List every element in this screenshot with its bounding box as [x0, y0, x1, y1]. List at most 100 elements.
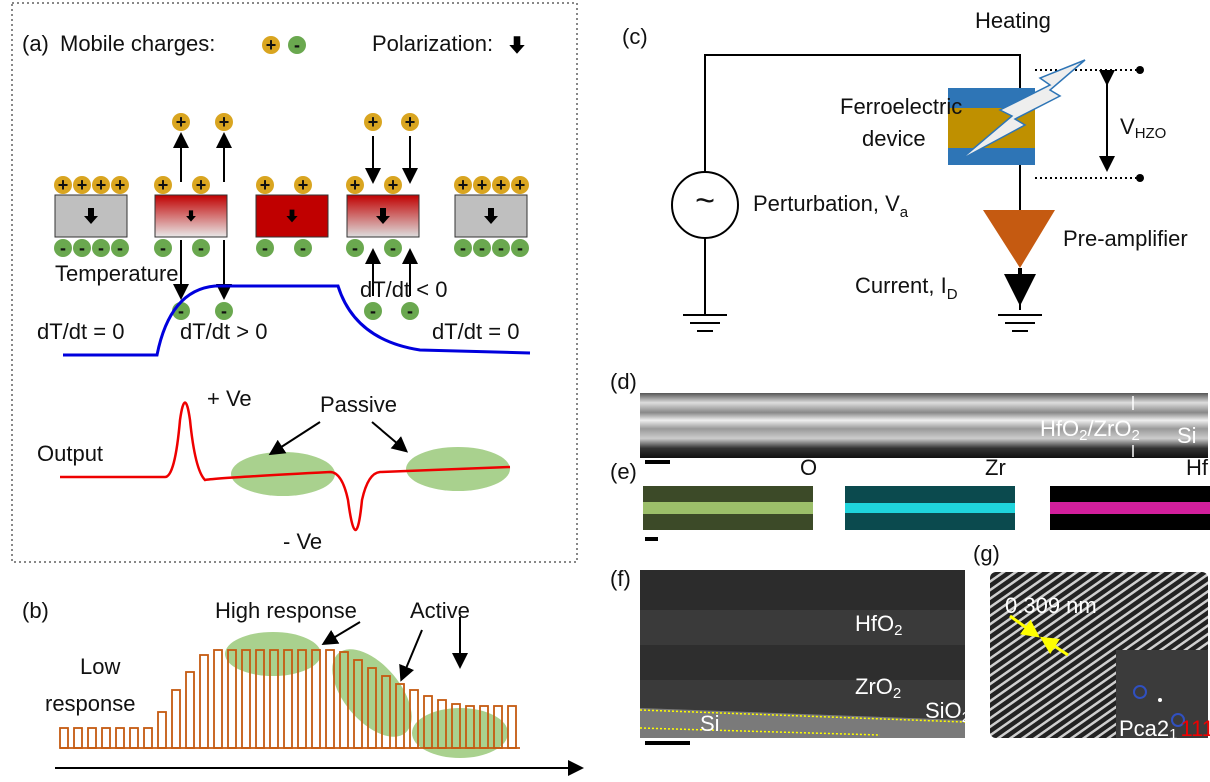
- charge-sign: +: [176, 112, 187, 132]
- eds-band: [1050, 502, 1210, 514]
- charge-sign: -: [460, 238, 466, 258]
- panel-label: (a): [22, 31, 49, 56]
- charge-sign: -: [479, 238, 485, 258]
- annotation: device: [862, 126, 926, 151]
- annotation: Passive: [320, 392, 397, 417]
- panel-label: (f): [610, 566, 631, 591]
- pulse: [102, 728, 110, 748]
- charge-sign: -: [390, 238, 396, 258]
- charge-sign: -: [198, 238, 204, 258]
- charge-sign: -: [498, 238, 504, 258]
- charge-sign: -: [407, 301, 413, 321]
- annotation: Heating: [975, 8, 1051, 33]
- panel-label: (e): [610, 459, 637, 484]
- terminal: [1136, 174, 1144, 182]
- charge-sign: +: [298, 175, 309, 195]
- charge-sign: -: [262, 238, 268, 258]
- pulse: [186, 672, 194, 748]
- peak-label: + Ve: [207, 386, 252, 411]
- element-label: O: [800, 455, 817, 480]
- charge-sign: -: [117, 238, 123, 258]
- charge-sign: +: [58, 175, 69, 195]
- charge-sign: +: [96, 175, 107, 195]
- annotation: Current, ID: [855, 273, 958, 303]
- scale-bar: [645, 741, 690, 745]
- charge-sign: -: [352, 238, 358, 258]
- fft-spot: [1158, 698, 1162, 702]
- charge-sign: -: [60, 238, 66, 258]
- charge-sign: -: [370, 301, 376, 321]
- arrow: [402, 630, 422, 678]
- image-label: Si: [700, 711, 720, 736]
- image-label: 0.309 nm: [1005, 593, 1097, 618]
- charge-sign: -: [294, 35, 300, 55]
- axis-text: Temperature: [55, 261, 179, 286]
- charge-sign: +: [77, 175, 88, 195]
- element-label: Zr: [985, 455, 1006, 480]
- annotation: Low: [80, 654, 120, 679]
- pulse: [508, 706, 516, 748]
- annotation: Ferroelectric: [840, 94, 962, 119]
- charge-sign: -: [221, 301, 227, 321]
- scale-bar: [645, 460, 670, 464]
- charge-sign: -: [517, 238, 523, 258]
- charge-sign: +: [219, 112, 230, 132]
- terminal: [1136, 66, 1144, 74]
- pulse: [214, 650, 222, 748]
- pulse: [158, 712, 166, 748]
- charge-sign: -: [160, 238, 166, 258]
- charge-sign: -: [98, 238, 104, 258]
- arrow: [372, 422, 405, 450]
- rate-label: dT/dt > 0: [180, 319, 267, 344]
- hrtem-band: [640, 645, 965, 680]
- panel-label: (g): [973, 541, 1000, 566]
- pulse: [130, 728, 138, 748]
- annotation: High response: [215, 598, 357, 623]
- charge-sign: +: [458, 175, 469, 195]
- figure: (a) Mobile charges: Polarization: +-++++…: [0, 0, 1210, 777]
- axis-text: Output: [37, 441, 103, 466]
- image-label: Pca21111: [1119, 716, 1210, 743]
- hrtem-band: [640, 570, 965, 610]
- charge-sign: -: [300, 238, 306, 258]
- charge-sign: +: [260, 175, 271, 195]
- image-label: HfO2/ZrO2: [1040, 416, 1140, 444]
- rate-label: dT/dt = 0: [432, 319, 519, 344]
- charge-sign: -: [79, 238, 85, 258]
- amplifier: [983, 210, 1055, 268]
- pulse: [116, 728, 124, 748]
- scale-bar: [645, 537, 658, 541]
- charge-sign: +: [388, 175, 399, 195]
- panel-label: (c): [622, 24, 648, 49]
- annotation: response: [45, 691, 136, 716]
- pulse: [74, 728, 82, 748]
- pulse: [200, 655, 208, 748]
- legend-text: Polarization:: [372, 31, 493, 56]
- eds-band: [643, 502, 813, 514]
- charge-sign: +: [515, 175, 526, 195]
- source-symbol: ~: [695, 182, 715, 220]
- element-label: Hf: [1186, 455, 1209, 480]
- charge-sign: +: [405, 112, 416, 132]
- arrow: [325, 622, 360, 643]
- image-label: Si: [1177, 423, 1197, 448]
- arrow: [272, 422, 320, 453]
- charge-sign: +: [115, 175, 126, 195]
- eds-band: [845, 503, 1015, 513]
- panel-label: (b): [22, 598, 49, 623]
- rate-label: dT/dt = 0: [37, 319, 124, 344]
- pulse: [144, 728, 152, 748]
- annotation: Pre-amplifier: [1063, 226, 1188, 251]
- polarization-arrow: [509, 36, 524, 54]
- charge-sign: +: [158, 175, 169, 195]
- pulse: [88, 728, 96, 748]
- pulse: [172, 690, 180, 748]
- panel-label: (d): [610, 369, 637, 394]
- charge-sign: +: [350, 175, 361, 195]
- electrode: [948, 148, 1035, 165]
- charge-sign: +: [368, 112, 379, 132]
- pulse: [60, 728, 68, 748]
- charge-sign: +: [496, 175, 507, 195]
- annotation: Perturbation, Va: [753, 191, 909, 221]
- charge-sign: +: [196, 175, 207, 195]
